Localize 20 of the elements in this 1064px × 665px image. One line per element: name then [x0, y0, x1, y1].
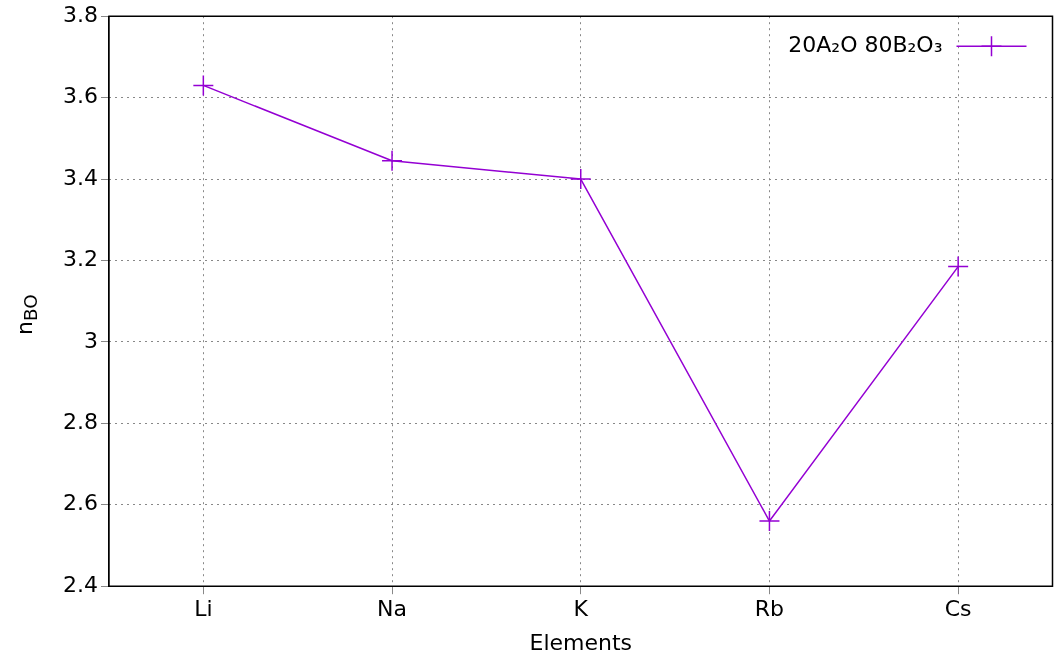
- y-tick-label: 3.8: [62, 1, 98, 27]
- y-tick-label: 3.4: [62, 164, 98, 190]
- y-tick-label: 2.6: [62, 490, 98, 516]
- y-tick-label: 2.8: [62, 409, 98, 435]
- point: [947, 255, 969, 278]
- point: [758, 510, 781, 532]
- y-tick-label: 2.4: [62, 571, 98, 597]
- point: [381, 149, 403, 172]
- x-tick-label: Cs: [944, 596, 972, 622]
- point: [569, 168, 592, 190]
- y-tick-label: 3.6: [62, 83, 98, 109]
- x-tick-label: Na: [377, 596, 408, 622]
- y-tick-label: 3.2: [62, 246, 98, 272]
- x-tick-label: Li: [194, 596, 213, 622]
- x-axis-title: Elements: [529, 629, 633, 655]
- x-tick-label: Rb: [754, 596, 785, 622]
- x-tick-label: K: [573, 596, 589, 622]
- legend-label: 20A₂O 80B₂O₃: [788, 31, 943, 57]
- point: [192, 74, 215, 97]
- y-tick-label: 3: [83, 327, 98, 353]
